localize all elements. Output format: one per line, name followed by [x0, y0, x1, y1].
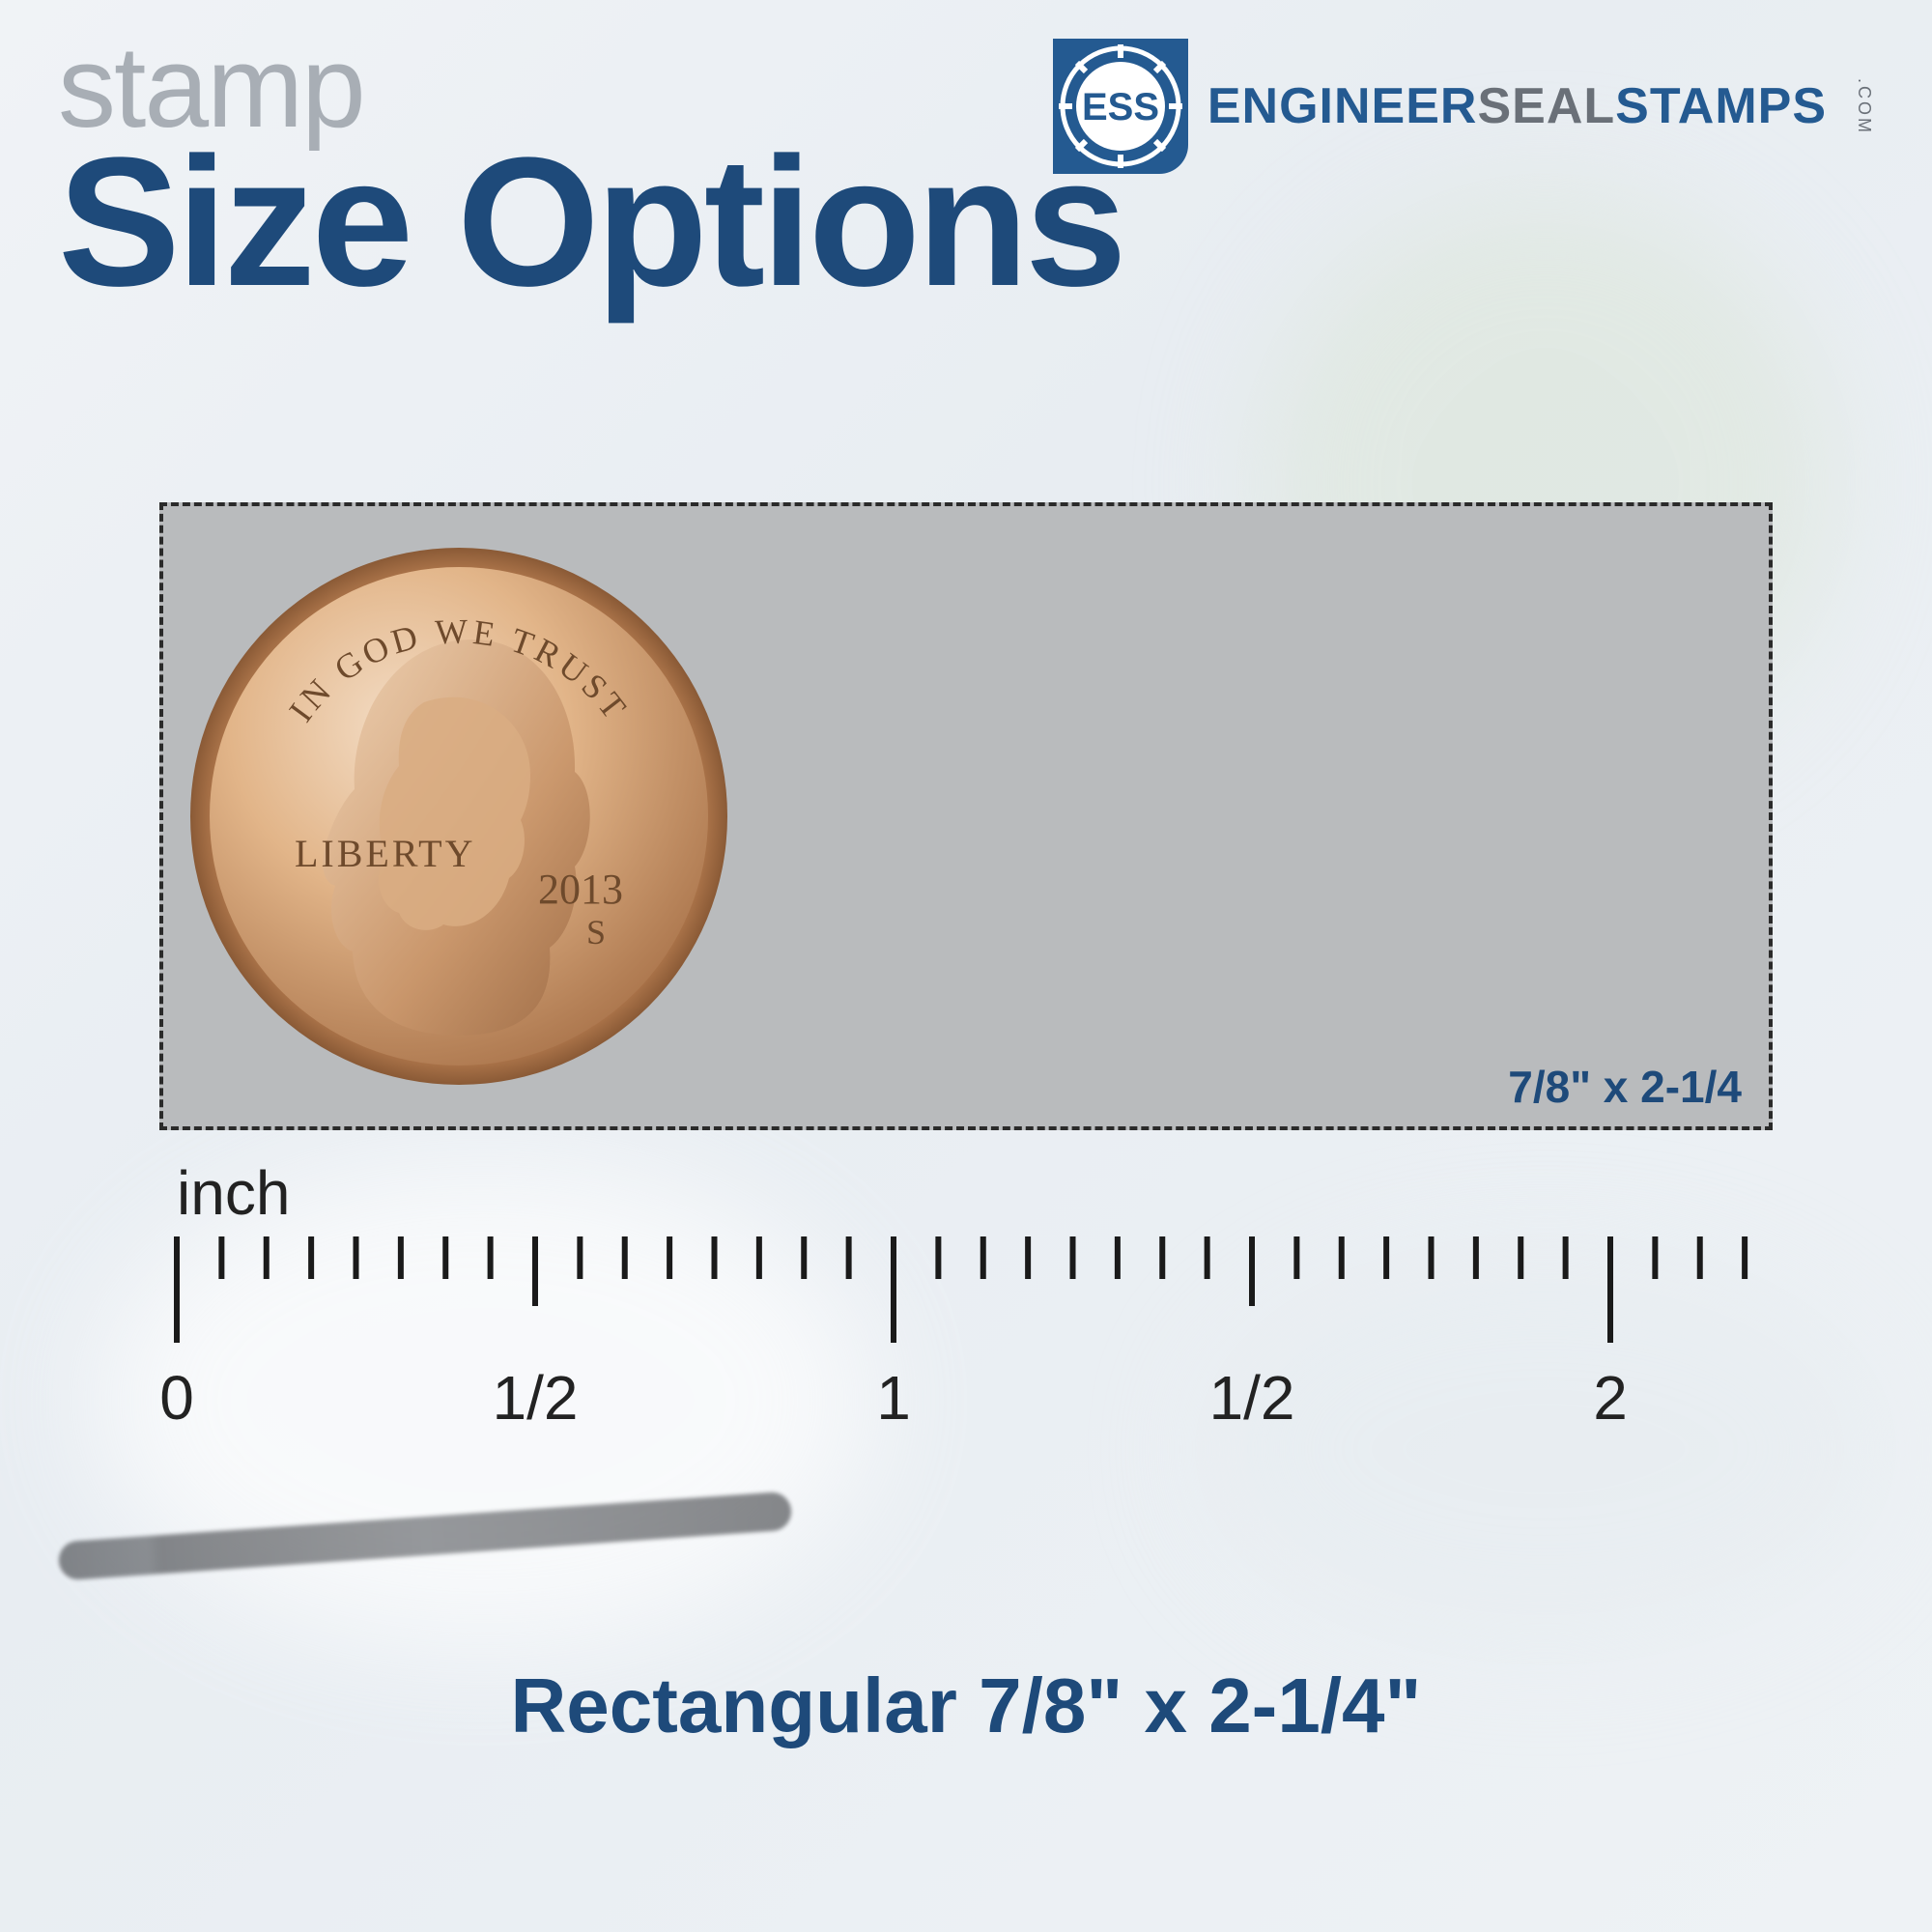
- ruler-scale: 0 1/2 1 1/2 2: [159, 1236, 1773, 1449]
- ess-badge-icon: ESS: [1053, 39, 1188, 174]
- svg-text:S: S: [586, 913, 606, 952]
- ruler-unit-label: inch: [177, 1157, 1773, 1229]
- brand-wordmark: ENGINEERSEALSTAMPS: [1208, 77, 1827, 135]
- size-stage: IN GOD WE TRUST LIBERTY 2013 S 7/8" x 2-…: [159, 502, 1773, 1449]
- ruler-number: 1/2: [1209, 1362, 1295, 1434]
- size-caption: Rectangular 7/8" x 2-1/4": [0, 1662, 1932, 1750]
- ruler-number: 0: [159, 1362, 194, 1434]
- brand-logo: ESS ENGINEERSEALSTAMPS .COM: [1053, 39, 1874, 174]
- svg-text:2013: 2013: [538, 866, 623, 913]
- svg-text:LIBERTY: LIBERTY: [295, 832, 475, 875]
- brand-suffix: .COM: [1854, 78, 1874, 135]
- stamp-dimension-label: 7/8" x 2-1/4: [1508, 1061, 1742, 1113]
- ruler-number: 1/2: [493, 1362, 579, 1434]
- ruler-number: 1: [876, 1362, 911, 1434]
- penny-reference: IN GOD WE TRUST LIBERTY 2013 S: [190, 548, 727, 1085]
- ruler: inch 0 1/2 1 1/2 2: [159, 1157, 1773, 1449]
- ruler-number: 2: [1593, 1362, 1628, 1434]
- svg-text:ESS: ESS: [1082, 86, 1159, 128]
- stamp-size-box: IN GOD WE TRUST LIBERTY 2013 S 7/8" x 2-…: [159, 502, 1773, 1130]
